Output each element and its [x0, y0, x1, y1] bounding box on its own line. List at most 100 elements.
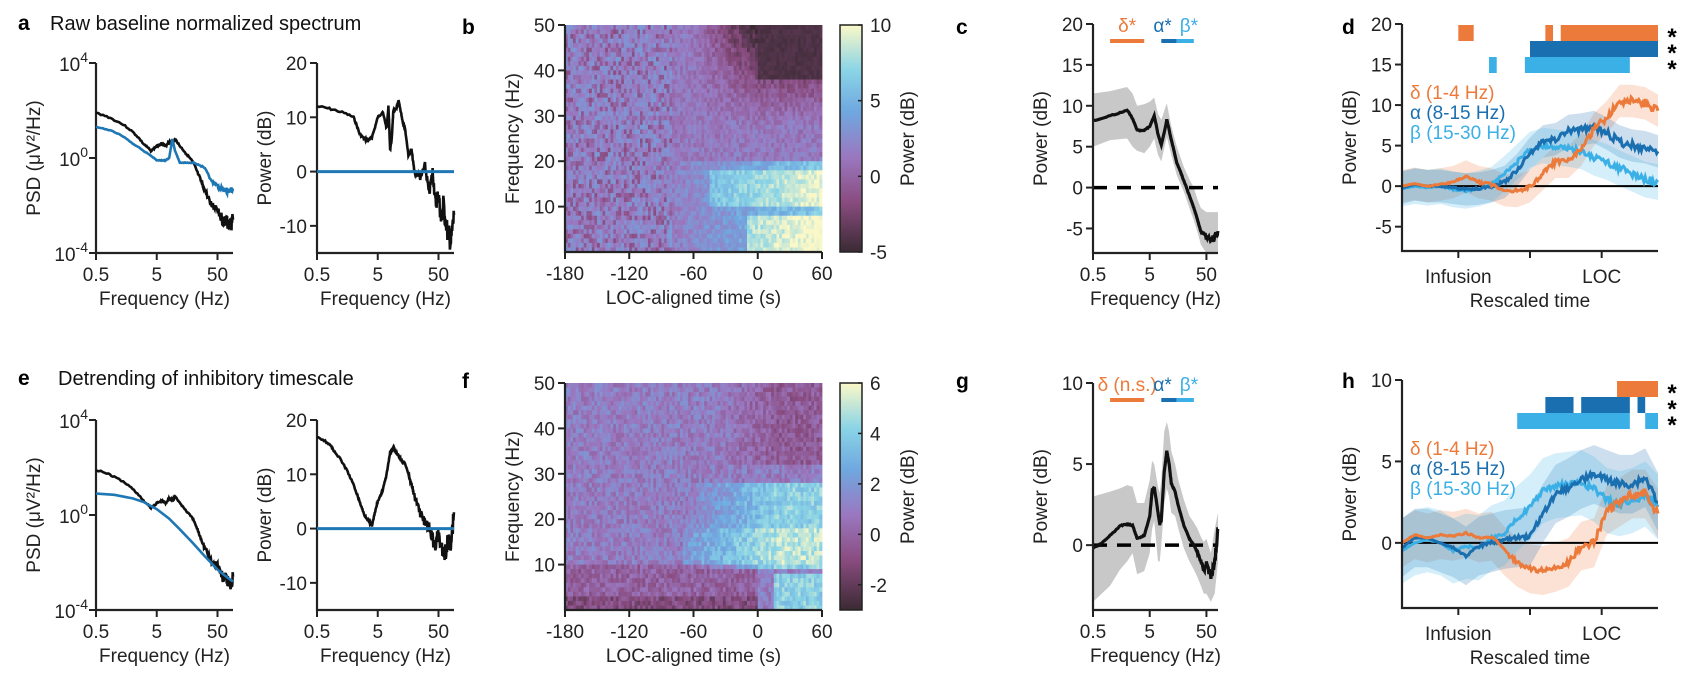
heatmap-cell: [599, 74, 603, 80]
heatmap-cell: [680, 147, 684, 153]
heatmap-cell: [706, 129, 710, 135]
heatmap-cell: [669, 202, 673, 207]
heatmap-cell: [773, 93, 777, 98]
heatmap-cell: [656, 111, 660, 117]
heatmap-cell: [637, 233, 641, 239]
heatmap-cell: [623, 56, 627, 62]
heatmap-cell: [682, 65, 686, 71]
heatmap-cell: [621, 156, 625, 162]
heatmap-cell: [752, 106, 756, 112]
heatmap-cell: [578, 152, 582, 157]
heatmap-cell: [602, 238, 606, 244]
heatmap-cell: [672, 238, 676, 244]
heatmap-cell: [677, 220, 681, 226]
heatmap-cell: [669, 102, 673, 108]
heatmap-cell: [717, 202, 721, 207]
heatmap-cell: [605, 74, 609, 80]
heatmap-cell: [714, 143, 718, 148]
heatmap-cell: [567, 65, 571, 71]
heatmap-cell: [631, 211, 635, 216]
heatmap-cell: [690, 47, 694, 53]
heatmap-cell: [575, 165, 579, 171]
heatmap-cell: [714, 129, 718, 135]
heatmap-cell: [739, 229, 743, 235]
heatmap-cell: [629, 74, 633, 80]
heatmap-cell: [752, 247, 756, 253]
heatmap-cell: [797, 102, 801, 108]
heatmap-cell: [776, 229, 780, 235]
heatmap-cell: [573, 174, 577, 180]
heatmap-cell: [731, 242, 735, 248]
heatmap-cell: [648, 70, 652, 76]
heatmap-cell: [669, 84, 673, 89]
heatmap-cell: [642, 102, 646, 108]
heatmap-cell: [666, 129, 670, 135]
heatmap-cell: [674, 70, 678, 76]
heatmap-cell: [623, 215, 627, 221]
heatmap-cell: [760, 233, 764, 239]
heatmap-cell: [757, 188, 761, 194]
heatmap-cell: [672, 38, 676, 44]
heatmap-cell: [661, 156, 665, 162]
heatmap-cell: [613, 215, 617, 221]
heatmap-cell: [666, 115, 670, 121]
heatmap-cell: [618, 247, 622, 253]
heatmap-cell: [800, 47, 804, 53]
heatmap-cell: [656, 43, 660, 49]
heatmap-cell: [800, 134, 804, 139]
heatmap-cell: [739, 120, 743, 126]
heatmap-cell: [594, 111, 598, 117]
heatmap-cell: [650, 242, 654, 248]
heatmap-cell: [570, 120, 574, 126]
heatmap-cell: [664, 188, 668, 194]
heatmap-cell: [640, 43, 644, 49]
heatmap-cell: [664, 247, 668, 253]
heatmap-cell: [808, 79, 812, 85]
heatmap-cell: [642, 79, 646, 85]
heatmap-cell: [784, 224, 788, 230]
heatmap-cell: [688, 65, 692, 71]
heatmap-cell: [797, 29, 801, 35]
heatmap-cell: [626, 93, 630, 98]
heatmap-cell: [789, 138, 793, 144]
heatmap-cell: [658, 124, 662, 130]
heatmap-cell: [594, 197, 598, 203]
heatmap-cell: [808, 202, 812, 207]
heatmap-cell: [760, 238, 764, 244]
heatmap-cell: [618, 152, 622, 157]
heatmap-cell: [787, 229, 791, 235]
heatmap-cell: [736, 165, 740, 171]
heatmap-cell: [581, 211, 585, 216]
heatmap-cell: [688, 43, 692, 49]
heatmap-cell: [731, 93, 735, 98]
heatmap-cell: [819, 220, 823, 226]
heatmap-cell: [658, 206, 662, 212]
significance-bar-light_blue: [1524, 57, 1630, 73]
heatmap-cell: [728, 233, 732, 239]
heatmap-cell: [613, 220, 617, 226]
heatmap-cell: [573, 170, 577, 176]
heatmap-cell: [567, 70, 571, 76]
heatmap-cell: [615, 152, 619, 157]
heatmap-cell: [586, 143, 590, 148]
heatmap-cell: [749, 34, 753, 39]
heatmap-cell: [768, 170, 772, 176]
heatmap-cell: [621, 224, 625, 230]
heatmap-cell: [602, 170, 606, 176]
heatmap-cell: [763, 174, 767, 180]
heatmap-cell: [714, 79, 718, 85]
heatmap-cell: [800, 233, 804, 239]
heatmap-cell: [578, 138, 582, 144]
heatmap-cell: [816, 97, 820, 103]
heatmap-cell: [701, 88, 705, 94]
heatmap-cell: [800, 124, 804, 130]
heatmap-cell: [640, 56, 644, 62]
heatmap-cell: [752, 65, 756, 71]
heatmap-cell: [811, 124, 815, 130]
heatmap-cell: [792, 247, 796, 253]
heatmap-cell: [677, 224, 681, 230]
heatmap-cell: [640, 161, 644, 167]
heatmap-cell: [642, 88, 646, 94]
heatmap-cell: [666, 220, 670, 226]
heatmap-cell: [631, 229, 635, 235]
